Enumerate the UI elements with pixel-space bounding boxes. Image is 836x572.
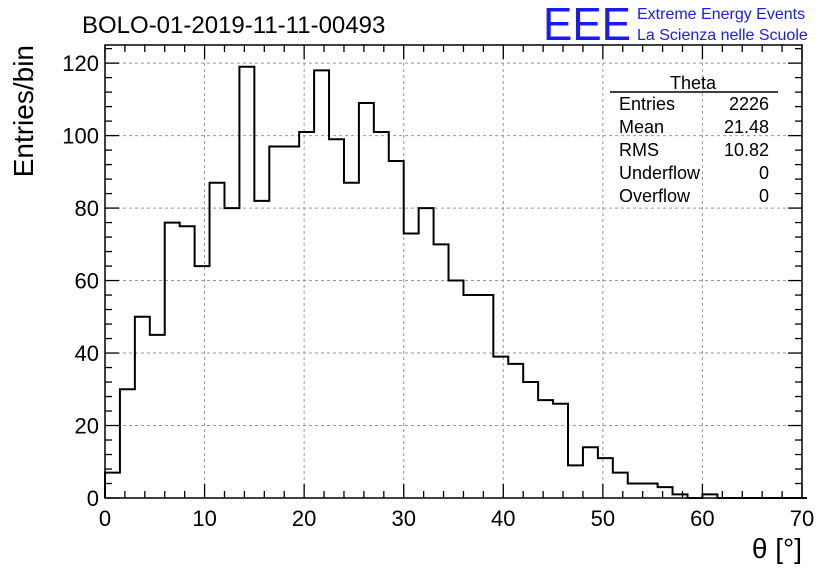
y-tick-label: 60 bbox=[75, 269, 99, 294]
stats-value: 0 bbox=[759, 163, 769, 183]
grid-lines bbox=[105, 45, 802, 498]
histogram-outline bbox=[104, 65, 807, 499]
axis-ticks bbox=[104, 45, 803, 499]
x-tick-label: 30 bbox=[391, 506, 415, 531]
eee-logo: EEE Extreme Energy Events La Scienza nel… bbox=[543, 0, 808, 50]
stats-value: 0 bbox=[759, 186, 769, 206]
chart-title: BOLO-01-2019-11-11-00493 bbox=[82, 12, 385, 39]
stats-box: Theta Entries 2226 Mean 21.48 RMS 10.82 Underf… bbox=[610, 73, 778, 206]
eee-logo-text: EEE bbox=[543, 0, 631, 50]
x-tick-label: 70 bbox=[790, 506, 814, 531]
y-tick-label: 40 bbox=[75, 341, 99, 366]
stats-value: 2226 bbox=[729, 94, 769, 114]
y-tick-label: 20 bbox=[75, 414, 99, 439]
x-tick-label: 0 bbox=[99, 506, 111, 531]
stats-label: RMS bbox=[619, 140, 659, 160]
stats-title: Theta bbox=[670, 73, 717, 93]
plot-frame bbox=[104, 44, 803, 499]
stats-label: Mean bbox=[619, 117, 664, 137]
y-tick-label: 0 bbox=[87, 486, 99, 511]
eee-logo-line1: Extreme Energy Events bbox=[637, 6, 805, 23]
stats-label: Entries bbox=[619, 94, 675, 114]
x-tick-label: 60 bbox=[690, 506, 714, 531]
x-tick-label: 50 bbox=[591, 506, 615, 531]
stats-label: Underflow bbox=[619, 163, 701, 183]
stats-value: 21.48 bbox=[724, 117, 769, 137]
stats-value: 10.82 bbox=[724, 140, 769, 160]
y-axis-label: Entries/bin bbox=[8, 45, 39, 177]
eee-logo-line2: La Scienza nelle Scuole bbox=[637, 27, 808, 44]
y-tick-label: 120 bbox=[62, 51, 99, 76]
x-axis-label: θ [°] bbox=[752, 533, 802, 564]
y-tick-label: 80 bbox=[75, 196, 99, 221]
stats-label: Overflow bbox=[619, 186, 691, 206]
y-tick-label: 100 bbox=[62, 124, 99, 149]
axis-tick-labels: 0 10 20 30 40 50 60 70 0 20 40 60 80 100 120 bbox=[62, 51, 814, 531]
x-tick-label: 20 bbox=[292, 506, 316, 531]
x-tick-label: 10 bbox=[192, 506, 216, 531]
x-tick-label: 40 bbox=[491, 506, 515, 531]
